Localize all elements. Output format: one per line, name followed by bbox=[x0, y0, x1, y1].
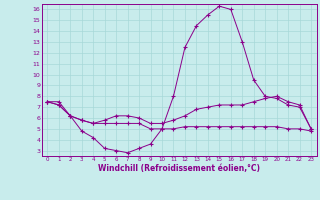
X-axis label: Windchill (Refroidissement éolien,°C): Windchill (Refroidissement éolien,°C) bbox=[98, 164, 260, 173]
